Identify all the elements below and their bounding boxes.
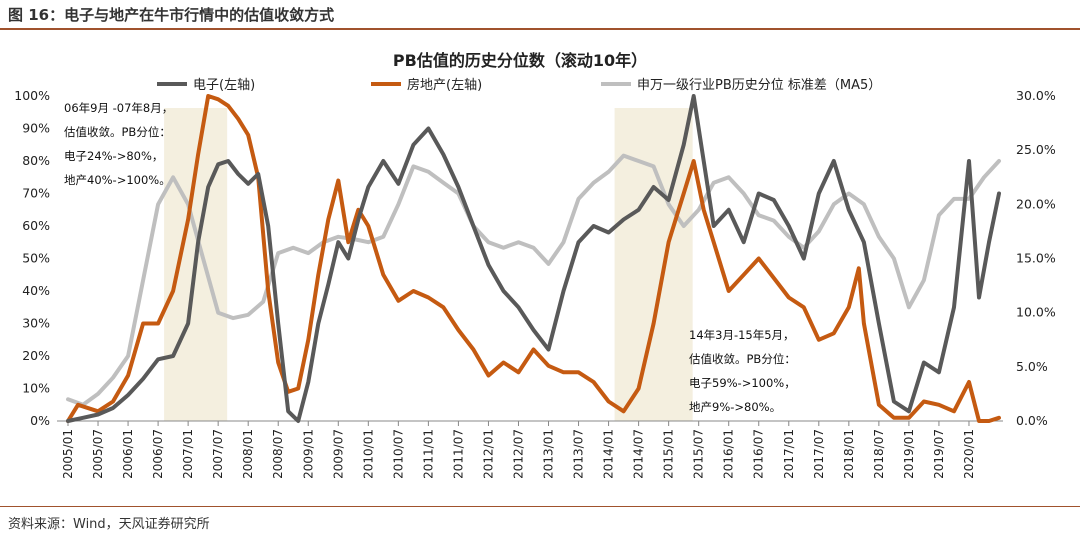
- series-lines: [66, 94, 1001, 423]
- y-right-tick-label: 5.0%: [1016, 359, 1048, 374]
- x-tick-label: 2020/01: [962, 429, 976, 479]
- header-rule: [0, 28, 1080, 30]
- x-tick-label: 2016/01: [722, 429, 736, 479]
- x-tick-label: 2006/07: [151, 429, 165, 479]
- legend: 电子(左轴) 房地产(左轴) 申万一级行业PB历史分位 标准差（MA5）: [157, 77, 881, 93]
- annotation-a2-line: 电子59%->100%，: [689, 376, 796, 390]
- annotation-a1-line: 06年9月 -07年8月，: [64, 101, 173, 115]
- x-tick-label: 2019/07: [932, 429, 946, 479]
- annotation-a2-line: 地产9%->80%。: [689, 400, 781, 414]
- y-left-tick-label: 70%: [22, 186, 50, 201]
- y-right-tick-label: 25.0%: [1016, 142, 1056, 157]
- x-tick-label: 2010/01: [361, 429, 375, 479]
- legend-label-3: 申万一级行业PB历史分位 标准差（MA5）: [637, 78, 881, 93]
- x-tick-label: 2008/07: [271, 429, 285, 479]
- figure-header: 图 16：电子与地产在牛市行情中的估值收敛方式: [0, 0, 1080, 30]
- y-left-tick-label: 60%: [22, 218, 50, 233]
- x-tick-label: 2009/01: [301, 429, 315, 479]
- y-left-tick-label: 90%: [22, 121, 50, 136]
- x-tick-label: 2006/01: [121, 429, 135, 479]
- x-tick-label: 2007/07: [211, 429, 225, 479]
- y-left-tick-label: 20%: [22, 348, 50, 363]
- x-tick-label: 2013/07: [572, 429, 586, 479]
- x-tick-label: 2008/01: [241, 429, 255, 479]
- figure-label: 图 16：电子与地产在牛市行情中的估值收敛方式: [8, 6, 335, 24]
- y-right-tick-label: 10.0%: [1016, 305, 1056, 320]
- x-tick-label: 2005/01: [61, 429, 75, 479]
- figure-footer: 资料来源：Wind，天风证券研究所: [0, 506, 1080, 533]
- x-tick-label: 2016/07: [752, 429, 766, 479]
- annotation-a1-line: 电子24%->80%，: [64, 149, 163, 163]
- y-left-tick-label: 30%: [22, 316, 50, 331]
- x-tick-label: 2015/01: [662, 429, 676, 479]
- x-tick-label: 2012/07: [511, 429, 525, 479]
- x-tick-label: 2011/07: [451, 429, 465, 479]
- annotation-a2-line: 14年3月-15年5月，: [689, 328, 795, 342]
- x-tick-label: 2018/07: [872, 429, 886, 479]
- x-tick-label: 2011/01: [421, 429, 435, 479]
- x-tick-label: 2014/07: [632, 429, 646, 479]
- axes: 0% 10% 20% 30% 40% 50% 60% 70% 80% 90% 100% 0.0% 5.0…: [14, 88, 1056, 479]
- x-tick-label: 2019/01: [902, 429, 916, 479]
- y-left-tick-label: 50%: [22, 251, 50, 266]
- x-tick-label: 2009/07: [331, 429, 345, 479]
- x-tick-label: 2013/01: [542, 429, 556, 479]
- y-left-tick-label: 80%: [22, 153, 50, 168]
- x-tick-label: 2010/07: [391, 429, 405, 479]
- footer-rule: [0, 506, 1080, 507]
- y-left-tick-label: 0%: [30, 413, 50, 428]
- y-left-tick-label: 10%: [22, 381, 50, 396]
- chart-area: 0% 10% 20% 30% 40% 50% 60% 70% 80% 90% 100% 0.0% 5.0…: [14, 51, 1056, 479]
- annotation-a1-line: 地产40%->100%。: [64, 173, 171, 187]
- x-tick-label: 2007/01: [181, 429, 195, 479]
- annotations: 06年9月 -07年8月， 估值收敛。PB分位： 电子24%->80%， 地产40%-…: [64, 101, 796, 414]
- shaded-periods: [164, 108, 693, 421]
- y-right-tick-label: 0.0%: [1016, 413, 1048, 428]
- annotation-a2-line: 估值收敛。PB分位：: [689, 352, 796, 366]
- x-tick-label: 2014/01: [602, 429, 616, 479]
- x-tick-label: 2017/01: [782, 429, 796, 479]
- legend-label-2: 房地产(左轴): [407, 77, 482, 93]
- y-right-tick-label: 15.0%: [1016, 251, 1056, 266]
- source-note: 资料来源：Wind，天风证券研究所: [8, 517, 210, 532]
- y-left-tick-label: 100%: [14, 88, 50, 103]
- x-tick-label: 2012/01: [481, 429, 495, 479]
- legend-label-1: 电子(左轴): [193, 78, 255, 93]
- x-tick-label: 2015/07: [692, 429, 706, 479]
- x-tick-label: 2005/07: [91, 429, 105, 479]
- y-right-tick-label: 30.0%: [1016, 88, 1056, 103]
- series-line-1: [66, 94, 1001, 423]
- annotation-a1-line: 估值收敛。PB分位：: [64, 125, 171, 139]
- x-tick-label: 2018/01: [842, 429, 856, 479]
- y-right-tick-label: 20.0%: [1016, 196, 1056, 211]
- y-left-tick-label: 40%: [22, 283, 50, 298]
- chart-title: PB估值的历史分位数（滚动10年）: [393, 51, 647, 70]
- series-line-2: [66, 94, 1001, 423]
- x-tick-label: 2017/07: [812, 429, 826, 479]
